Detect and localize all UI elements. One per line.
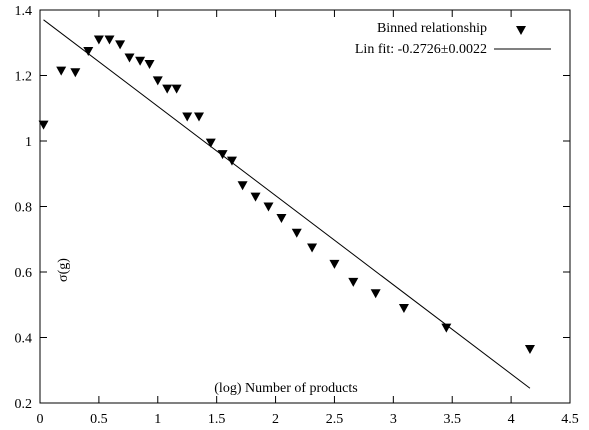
fit-line: [43, 19, 531, 389]
data-point: [398, 304, 409, 314]
data-point: [291, 228, 302, 238]
data-points: [38, 35, 535, 354]
data-point: [56, 66, 67, 76]
data-point: [135, 56, 146, 66]
axis-ticks: 0 0.5 1 1.5 2 2.5 3 3.5 4 4.5 0.2 0.4 0.6 0.8 1 1.2 1.4: [15, 4, 579, 427]
fit-line-group: [43, 19, 531, 389]
data-point: [124, 53, 135, 63]
x-tick-label: 0: [37, 412, 44, 427]
x-tick-label: 3.5: [443, 412, 461, 427]
data-point: [104, 35, 115, 45]
x-tick-label: 2: [272, 412, 279, 427]
legend-label-binned: Binned relationship: [377, 21, 487, 36]
data-point: [182, 112, 193, 122]
x-tick-label: 4: [508, 412, 515, 427]
y-tick-label: 0.8: [15, 201, 33, 216]
y-tick-label: 0.6: [15, 266, 33, 281]
y-axis-label: σ(g): [56, 258, 71, 282]
data-point: [70, 68, 81, 78]
data-point: [370, 289, 381, 299]
data-point: [83, 46, 94, 56]
data-point: [329, 259, 340, 269]
data-point: [250, 192, 261, 202]
x-tick-label: 1: [154, 412, 161, 427]
data-point: [162, 84, 173, 94]
y-tick-label: 1.2: [15, 70, 33, 85]
plot-frame: [39, 9, 571, 404]
x-tick-label: 1.5: [208, 412, 226, 427]
legend: Binned relationship Lin fit: -0.2726±0.0…: [355, 21, 551, 57]
x-tick-label: 2.5: [326, 412, 344, 427]
data-point: [144, 60, 155, 70]
data-point: [263, 202, 274, 212]
data-point: [152, 76, 163, 86]
x-tick-label: 4.5: [561, 412, 579, 427]
legend-label-fit: Lin fit: -0.2726±0.0022: [355, 42, 487, 57]
data-point: [237, 181, 248, 191]
data-point: [524, 344, 535, 354]
data-point: [194, 112, 204, 122]
legend-marker-binned: [516, 26, 526, 35]
x-tick-label: 3: [390, 412, 397, 427]
data-point: [348, 277, 359, 287]
data-point: [276, 213, 287, 223]
data-point: [93, 35, 104, 45]
y-tick-label: 1: [25, 135, 32, 150]
data-point: [38, 120, 49, 130]
y-tick-label: 0.4: [15, 332, 33, 347]
data-point: [226, 156, 237, 166]
data-point: [115, 40, 126, 50]
y-tick-label: 0.2: [15, 397, 33, 412]
x-tick-label: 0.5: [90, 412, 108, 427]
data-point: [217, 150, 228, 160]
x-axis-label: (log) Number of products: [214, 381, 357, 396]
data-point: [205, 138, 216, 148]
data-point: [307, 243, 318, 253]
data-point: [171, 84, 182, 94]
y-tick-label: 1.4: [15, 4, 33, 19]
data-point: [441, 323, 452, 333]
